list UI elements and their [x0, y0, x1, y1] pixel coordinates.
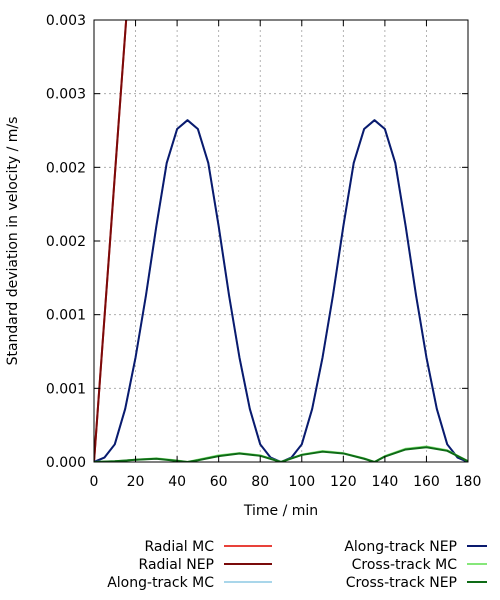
y-tick-label: 0.002 — [46, 234, 86, 250]
legend-label-along-track-mc: Along-track MC — [107, 575, 214, 591]
y-axis: 0.000 0.001 0.001 0.002 0.002 0.003 0.003 — [46, 13, 468, 471]
x-tick-label: 100 — [288, 474, 315, 490]
y-axis-label: Standard deviation in velocity / m/s — [5, 117, 21, 366]
legend-label-along-track-nep: Along-track NEP — [344, 539, 457, 555]
x-tick-label: 60 — [210, 474, 228, 490]
y-tick-label: 0.001 — [46, 381, 86, 397]
x-tick-label: 40 — [168, 474, 186, 490]
x-tick-label: 160 — [413, 474, 440, 490]
series-layer — [94, 20, 468, 462]
y-tick-label: 0.000 — [46, 455, 86, 471]
x-tick-label: 140 — [372, 474, 399, 490]
legend-label-radial-mc: Radial MC — [144, 539, 214, 555]
x-tick-label: 180 — [455, 474, 482, 490]
y-tick-label: 0.003 — [46, 87, 86, 103]
grid-lines — [94, 20, 468, 462]
x-tick-label: 120 — [330, 474, 357, 490]
x-tick-label: 20 — [127, 474, 145, 490]
x-tick-label: 80 — [251, 474, 269, 490]
legend: Radial MC Radial NEP Along-track MC Along-t… — [107, 539, 487, 591]
x-axis-label: Time / min — [243, 503, 318, 519]
y-tick-label: 0.002 — [46, 160, 86, 176]
y-tick-label: 0.003 — [46, 13, 86, 29]
legend-label-cross-track-nep: Cross-track NEP — [346, 575, 457, 591]
series-line-along-track-nep — [94, 119, 468, 462]
series-line-along-track-mc — [94, 119, 468, 462]
x-tick-label: 0 — [90, 474, 99, 490]
legend-label-cross-track-mc: Cross-track MC — [352, 557, 458, 573]
series-line-radial-nep — [94, 20, 128, 462]
y-tick-label: 0.001 — [46, 308, 86, 324]
x-axis: 0 20 40 60 80 100 120 140 160 180 — [90, 20, 482, 490]
legend-label-radial-nep: Radial NEP — [139, 557, 214, 573]
series-line-cross-track-nep — [94, 446, 468, 462]
